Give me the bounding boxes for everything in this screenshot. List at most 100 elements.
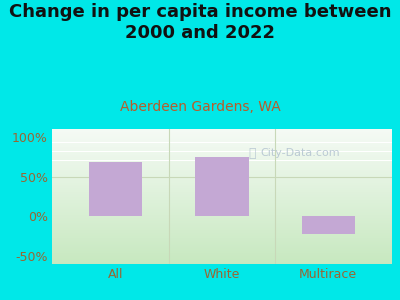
Bar bbox=[52, 198, 392, 199]
Bar bbox=[52, 178, 392, 179]
Bar bbox=[52, 166, 392, 167]
Bar bbox=[52, 160, 392, 161]
Bar bbox=[52, 220, 392, 221]
Bar bbox=[52, 201, 392, 202]
Bar bbox=[52, 196, 392, 197]
Bar bbox=[52, 161, 392, 162]
Bar bbox=[52, 194, 392, 195]
Bar bbox=[52, 232, 392, 233]
Bar bbox=[52, 230, 392, 231]
Bar bbox=[52, 132, 392, 133]
Bar bbox=[52, 256, 392, 257]
Bar bbox=[52, 147, 392, 148]
Bar bbox=[52, 184, 392, 185]
Bar bbox=[52, 179, 392, 180]
Bar bbox=[52, 232, 392, 233]
Bar bbox=[52, 129, 392, 130]
Bar bbox=[52, 177, 392, 178]
Bar bbox=[52, 208, 392, 209]
Bar bbox=[52, 242, 392, 243]
Bar bbox=[52, 211, 392, 212]
Bar bbox=[52, 197, 392, 198]
Bar bbox=[52, 176, 392, 177]
Bar bbox=[52, 155, 392, 156]
Bar bbox=[52, 180, 392, 181]
Bar bbox=[52, 246, 392, 247]
Bar bbox=[52, 239, 392, 240]
Bar bbox=[52, 228, 392, 229]
Bar bbox=[52, 255, 392, 256]
Bar bbox=[52, 158, 392, 159]
Bar bbox=[52, 259, 392, 260]
Bar bbox=[52, 217, 392, 218]
Bar bbox=[52, 168, 392, 169]
Bar bbox=[52, 249, 392, 250]
Bar bbox=[89, 162, 142, 216]
Bar bbox=[52, 192, 392, 193]
Bar bbox=[52, 219, 392, 220]
Bar bbox=[52, 152, 392, 153]
Bar bbox=[52, 224, 392, 225]
Bar bbox=[52, 241, 392, 242]
Bar bbox=[52, 159, 392, 160]
Bar bbox=[52, 206, 392, 207]
Bar bbox=[52, 185, 392, 186]
Bar bbox=[52, 156, 392, 157]
Bar bbox=[52, 138, 392, 139]
Bar bbox=[52, 130, 392, 131]
Bar bbox=[52, 183, 392, 184]
Bar bbox=[52, 240, 392, 241]
Bar bbox=[52, 150, 392, 151]
Text: Change in per capita income between
2000 and 2022: Change in per capita income between 2000… bbox=[9, 3, 391, 42]
Text: Aberdeen Gardens, WA: Aberdeen Gardens, WA bbox=[120, 100, 280, 114]
Bar bbox=[52, 143, 392, 144]
Bar bbox=[52, 204, 392, 205]
Bar bbox=[52, 229, 392, 230]
Bar bbox=[52, 243, 392, 244]
Bar bbox=[52, 136, 392, 137]
Bar bbox=[52, 142, 392, 143]
Bar bbox=[52, 233, 392, 234]
Bar bbox=[302, 216, 355, 234]
Bar bbox=[52, 255, 392, 256]
Bar bbox=[52, 151, 392, 152]
Bar bbox=[52, 235, 392, 236]
Bar bbox=[52, 203, 392, 204]
Bar bbox=[52, 182, 392, 183]
Bar bbox=[52, 227, 392, 228]
Bar bbox=[52, 253, 392, 254]
Bar bbox=[52, 169, 392, 170]
Bar bbox=[52, 261, 392, 262]
Bar bbox=[52, 133, 392, 134]
Bar bbox=[52, 131, 392, 132]
Bar bbox=[52, 153, 392, 154]
Bar bbox=[52, 254, 392, 255]
Bar bbox=[52, 208, 392, 209]
Bar bbox=[52, 225, 392, 226]
Bar bbox=[52, 245, 392, 246]
Bar bbox=[52, 190, 392, 191]
Bar bbox=[52, 247, 392, 248]
Bar bbox=[52, 263, 392, 264]
Bar bbox=[52, 181, 392, 182]
Bar bbox=[52, 144, 392, 145]
Bar bbox=[52, 141, 392, 142]
Bar bbox=[52, 257, 392, 258]
Bar bbox=[52, 258, 392, 259]
Bar bbox=[52, 205, 392, 206]
Bar bbox=[52, 162, 392, 163]
Bar bbox=[52, 139, 392, 140]
Bar bbox=[52, 174, 392, 175]
Bar bbox=[52, 188, 392, 189]
Bar bbox=[52, 187, 392, 188]
Bar bbox=[52, 223, 392, 224]
Bar bbox=[52, 226, 392, 227]
Bar bbox=[52, 252, 392, 253]
Bar bbox=[52, 218, 392, 219]
Bar bbox=[52, 137, 392, 138]
Bar bbox=[52, 237, 392, 238]
Bar bbox=[52, 251, 392, 252]
Bar bbox=[52, 244, 392, 245]
Bar bbox=[52, 236, 392, 237]
Bar bbox=[52, 216, 392, 217]
